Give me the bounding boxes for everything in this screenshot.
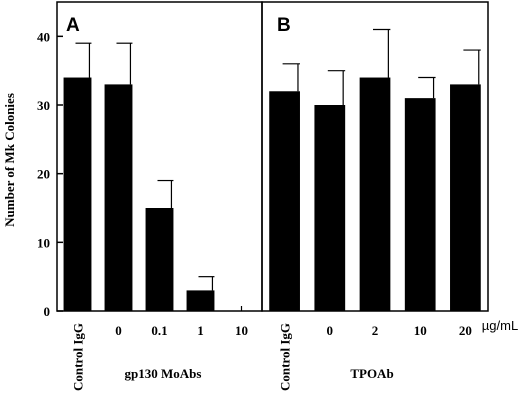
panel-a-bar-1 bbox=[104, 84, 133, 312]
y-tick-label-10: 10 bbox=[37, 235, 50, 250]
y-tick-label-20: 20 bbox=[37, 167, 50, 182]
panel-b-bar-4 bbox=[450, 84, 481, 312]
panel-a-x-tick-label-2: 0.1 bbox=[151, 323, 167, 338]
panel-b-x-tick-label-2: 2 bbox=[372, 323, 379, 338]
panel-b-bar-1 bbox=[314, 105, 346, 311]
panel-b-x-axis-title: TPOAb bbox=[350, 366, 393, 381]
y-tick-label-40: 40 bbox=[37, 29, 50, 44]
panel-a-bar-0 bbox=[63, 77, 92, 312]
panel-a-x-tick-label-1: 0 bbox=[115, 323, 122, 338]
y-tick-label-30: 30 bbox=[37, 98, 50, 113]
y-tick-label-0: 0 bbox=[44, 304, 51, 319]
panel-a-letter: A bbox=[66, 15, 80, 36]
panel-a-bar-2 bbox=[145, 208, 174, 311]
y-axis: 0 10 20 30 40 bbox=[37, 29, 63, 319]
panel-a-x-tick-label-4: 10 bbox=[235, 323, 248, 338]
panel-a-x-tick-label-3: 1 bbox=[197, 323, 204, 338]
panel-a-x-axis-title: gp130 MoAbs bbox=[125, 366, 202, 381]
panel-b-bar-3 bbox=[404, 98, 436, 311]
panel-a-plot: Control IgG 0 0.1 1 10 bbox=[63, 42, 248, 391]
panel-b-x-tick-label-3: 10 bbox=[414, 323, 427, 338]
panel-b-x-tick-label-1: 0 bbox=[327, 323, 334, 338]
panel-b-x-tick-label-0: Control IgG bbox=[278, 323, 293, 391]
panel-a-x-tick-label-0: Control IgG bbox=[71, 323, 86, 391]
unit-label: µg/mL bbox=[482, 318, 518, 333]
panel-a-bar-3 bbox=[186, 290, 215, 311]
panel-b-bar-0 bbox=[269, 91, 300, 312]
panel-b-plot: Control IgG 0 2 10 20 bbox=[269, 28, 481, 391]
panel-b-letter: B bbox=[277, 15, 291, 36]
panel-b-x-tick-label-4: 20 bbox=[459, 323, 472, 338]
y-axis-title: Number of Mk Colonies bbox=[2, 93, 17, 227]
panel-b-bar-2 bbox=[359, 77, 391, 312]
